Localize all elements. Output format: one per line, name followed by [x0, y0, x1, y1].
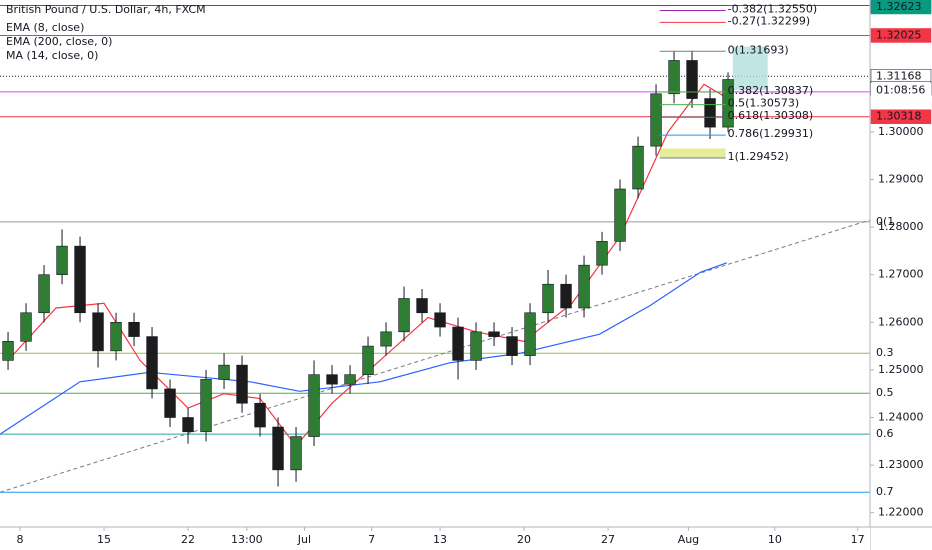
x-tick-label: Jul	[297, 533, 311, 546]
candle-body	[146, 336, 158, 390]
candle-body	[416, 298, 428, 314]
ma14-line	[7, 83, 729, 448]
x-tick-label: 27	[601, 533, 615, 546]
symbol-title: British Pound / U.S. Dollar, 4h, FXCM	[6, 3, 206, 16]
candle-body	[578, 264, 590, 309]
y-tick-label: 1.23000	[878, 458, 924, 471]
candle-body	[596, 241, 608, 266]
x-tick-label: 22	[181, 533, 195, 546]
candle-body	[344, 374, 356, 385]
candle-body	[74, 245, 86, 314]
y-tick-label: 1.30000	[878, 125, 924, 138]
candle-body	[56, 245, 68, 275]
candle-body	[650, 93, 662, 147]
x-tick-label: 17	[851, 533, 865, 546]
fib-label: -0.382(1.32550)	[728, 2, 818, 15]
x-tick-label: 13	[433, 533, 447, 546]
candle-body	[362, 345, 374, 375]
candle-body	[614, 188, 626, 242]
fib-label: -0.27(1.32299)	[728, 14, 811, 27]
fib-label: 0.618(1.30308)	[728, 109, 814, 122]
candle-body	[560, 283, 572, 309]
candle-body	[668, 60, 680, 95]
candle-body	[272, 426, 284, 471]
candle-body	[308, 374, 320, 437]
candle-body	[470, 331, 482, 361]
x-tick-label: 15	[97, 533, 111, 546]
candle-body	[164, 388, 176, 418]
trend-line	[0, 219, 871, 493]
price-tag-label: 1.32623	[876, 0, 922, 13]
candle-body	[92, 312, 104, 352]
countdown: 01:08:56	[876, 83, 925, 96]
plot-area: -0.382(1.32550)-0.27(1.32299) 0(1.31693) 0…	[0, 2, 871, 493]
candle-body	[488, 331, 500, 337]
price-tag-label: 1.32025	[876, 28, 922, 41]
fib-label: 0(1.31693)	[728, 43, 789, 56]
price-tag	[870, 0, 932, 15]
level-label: 0.5	[876, 386, 894, 399]
candle-body	[236, 364, 248, 404]
price-tag	[870, 28, 932, 43]
y-tick-label: 1.28000	[878, 220, 924, 233]
indicator-label: EMA (8, close)	[6, 21, 84, 34]
ema200-line	[0, 262, 728, 435]
y-tick-label: 1.22000	[878, 506, 924, 519]
level-label: 0.7	[876, 485, 894, 498]
y-tick-label: 1.29000	[878, 172, 924, 185]
fib-label: 0.382(1.30837)	[728, 84, 814, 97]
price-tag-label: 1.31168	[876, 69, 922, 82]
position-box	[732, 46, 768, 90]
level-label: 0.6	[876, 427, 894, 440]
y-tick-label: 1.27000	[878, 268, 924, 281]
countdown-tag	[871, 83, 931, 98]
fib-zone	[659, 148, 726, 159]
candle-body	[20, 312, 32, 342]
x-tick-label: 8	[17, 533, 24, 546]
axes: 8 15 22 13:00 Jul 7 13 20 27 Aug 10 17 1.30000 1.2900…	[17, 0, 932, 546]
x-tick-label: Aug	[678, 533, 699, 546]
fib-label: 0.5(1.30573)	[728, 97, 800, 110]
candle-body	[704, 98, 716, 128]
level-label: 0(1	[876, 215, 894, 228]
indicator-label: EMA (200, close, 0)	[6, 35, 112, 48]
candle-body	[110, 321, 122, 352]
fib-label: 1(1.29452)	[728, 150, 789, 163]
candle-body	[2, 341, 14, 361]
candle-body	[254, 402, 266, 428]
candle-body	[380, 331, 392, 347]
candle-body	[182, 417, 194, 433]
candle-body	[218, 364, 230, 380]
x-tick-label: 13:00	[231, 533, 263, 546]
candle-body	[434, 312, 446, 328]
time-axis	[0, 527, 870, 550]
y-tick-label: 1.24000	[878, 411, 924, 424]
candle-body	[722, 79, 734, 128]
candle-body	[506, 336, 518, 356]
candle-body	[524, 312, 536, 356]
price-tag-label: 1.30318	[876, 110, 922, 123]
x-tick-label: 7	[368, 533, 375, 546]
x-tick-label: 20	[517, 533, 531, 546]
candle-body	[290, 436, 302, 471]
level-label: 0.3	[876, 346, 894, 359]
candle-body	[542, 283, 554, 314]
candle-body	[398, 298, 410, 333]
price-tag	[870, 109, 932, 124]
y-tick-label: 1.25000	[878, 363, 924, 376]
candle-body	[200, 379, 212, 433]
candle-body	[326, 374, 338, 385]
candle-body	[452, 326, 464, 361]
candle-body	[686, 60, 698, 99]
indicator-label: MA (14, close, 0)	[6, 49, 98, 62]
candle-body	[128, 321, 140, 337]
candle-body	[38, 274, 50, 314]
x-tick-label: 10	[768, 533, 782, 546]
y-tick-label: 1.26000	[878, 315, 924, 328]
fib-label: 0.786(1.29931)	[728, 127, 814, 140]
candle-body	[632, 145, 644, 190]
